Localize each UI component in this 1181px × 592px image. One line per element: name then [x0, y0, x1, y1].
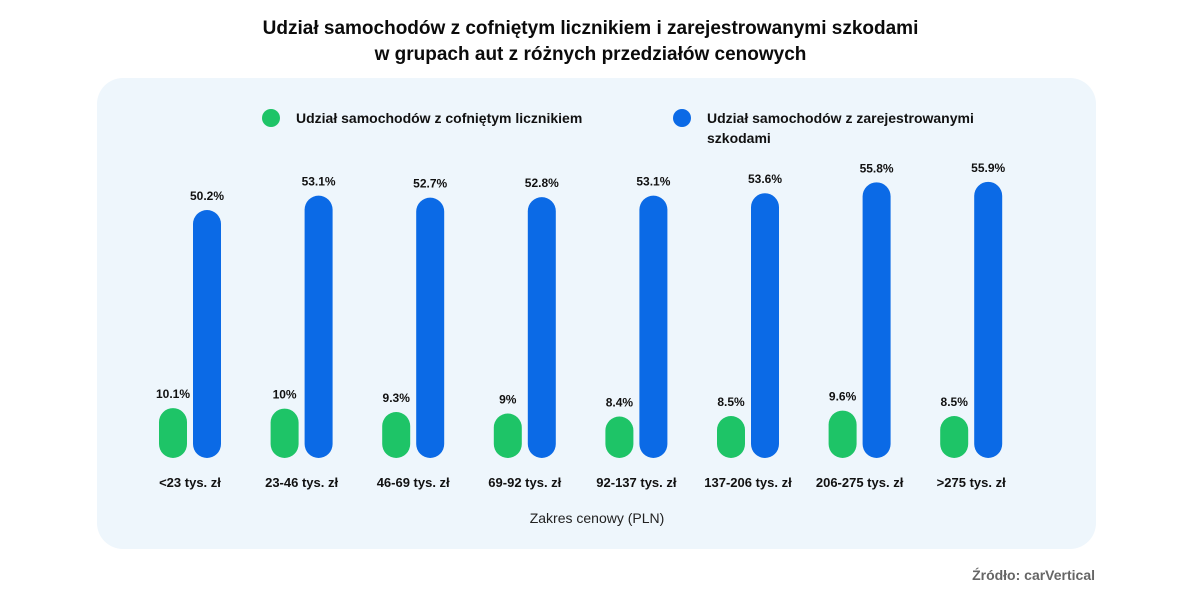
title-line-1: Udział samochodów z cofniętym licznikiem…	[262, 18, 919, 39]
bar-rollback-7	[940, 416, 969, 458]
bar-rollback-0	[159, 408, 187, 458]
x-tick-label-1: 23-46 tys. zł	[265, 475, 338, 490]
x-tick-label-3: 69-92 tys. zł	[488, 475, 561, 490]
legend-label-damage: Udział samochodów z zarejestrowanymi szk…	[707, 108, 974, 148]
label-damage-3: 52.8%	[525, 176, 559, 190]
bar-damage-3	[527, 197, 556, 458]
bar-damage-0	[193, 210, 221, 458]
legend-item-rollback: Udział samochodów z cofniętym licznikiem	[262, 108, 582, 128]
bar-rollback-5	[717, 416, 745, 458]
x-tick-label-6: 206-275 tys. zł	[816, 475, 904, 490]
x-tick-label-4: 92-137 tys. zł	[596, 475, 677, 490]
legend-label-damage-line-1: Udział samochodów z zarejestrowanymi	[707, 110, 974, 126]
legend-item-damage: Udział samochodów z zarejestrowanymi szk…	[673, 108, 974, 148]
bar-rollback-2	[382, 412, 411, 458]
bar-rollback-3	[493, 413, 522, 458]
chart-title: Udział samochodów z cofniętym licznikiem…	[0, 16, 1181, 68]
label-rollback-6: 9.6%	[829, 390, 857, 404]
label-damage-5: 53.6%	[748, 172, 782, 186]
bar-rollback-4	[605, 416, 634, 458]
bar-damage-2	[416, 197, 445, 459]
label-rollback-0: 10.1%	[156, 387, 190, 401]
label-damage-7: 55.9%	[971, 161, 1005, 175]
label-damage-2: 52.7%	[413, 177, 447, 191]
legend-green-dot-icon	[262, 109, 280, 127]
bar-damage-7	[974, 181, 1003, 458]
x-tick-label-0: <23 tys. zł	[159, 475, 221, 490]
bar-damage-4	[639, 195, 668, 458]
label-rollback-3: 9%	[499, 393, 517, 407]
chart-panel	[97, 78, 1096, 549]
label-rollback-5: 8.5%	[717, 395, 745, 409]
title-line-2: w grupach aut z różnych przedziałów ceno…	[374, 44, 807, 65]
label-damage-0: 50.2%	[190, 189, 224, 203]
bar-damage-6	[862, 182, 891, 458]
label-rollback-2: 9.3%	[383, 391, 411, 405]
x-tick-label-2: 46-69 tys. zł	[377, 475, 450, 490]
x-tick-label-7: >275 tys. zł	[937, 475, 1006, 490]
source-note: Źródło: carVertical	[972, 567, 1095, 583]
x-tick-label-5: 137-206 tys. zł	[704, 475, 792, 490]
legend-label-rollback: Udział samochodów z cofniętym licznikiem	[296, 110, 583, 126]
legend-blue-dot-icon	[673, 109, 691, 127]
label-rollback-4: 8.4%	[606, 396, 634, 410]
label-damage-6: 55.8%	[860, 161, 894, 175]
bar-rollback-6	[828, 410, 857, 458]
label-damage-1: 53.1%	[302, 175, 336, 189]
label-rollback-7: 8.5%	[941, 395, 969, 409]
label-rollback-1: 10%	[273, 388, 297, 402]
legend-label-damage-line-2: szkodami	[707, 130, 771, 146]
bar-rollback-1	[270, 408, 299, 458]
bar-damage-5	[751, 193, 779, 458]
label-damage-4: 53.1%	[636, 175, 670, 189]
x-axis-label: Zakres cenowy (PLN)	[530, 510, 665, 526]
bar-damage-1	[304, 195, 333, 458]
